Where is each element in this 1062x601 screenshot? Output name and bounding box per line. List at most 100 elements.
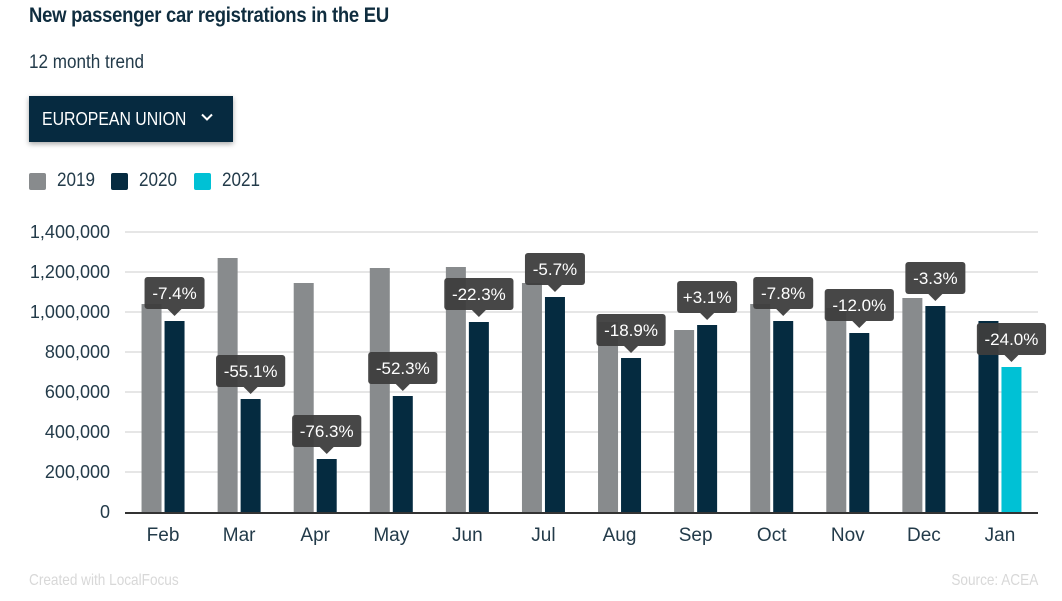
legend-item-2020[interactable]: 2020	[111, 170, 181, 192]
x-tick-label: Nov	[831, 525, 865, 546]
y-tick-label: 1,200,000	[30, 262, 110, 282]
source-note: Source: ACEA	[951, 572, 1038, 589]
x-tick-label: May	[373, 525, 409, 546]
change-label-box	[292, 415, 362, 447]
bar-apr-2019[interactable]	[293, 283, 314, 512]
change-label-pointer	[852, 321, 867, 328]
chart-legend: 2019 2020 2021	[29, 170, 276, 192]
chart-title: New passenger car registrations in the E…	[29, 4, 389, 27]
bar-apr-2020[interactable]	[316, 459, 337, 512]
change-label-pointer	[319, 447, 334, 454]
bar-aug-2019[interactable]	[598, 322, 619, 512]
bar-dec-2020[interactable]	[925, 306, 946, 512]
bar-jun-2019[interactable]	[445, 267, 466, 512]
bar-sep-2020[interactable]	[697, 325, 718, 512]
x-tick-label: Feb	[147, 525, 180, 546]
legend-label-2020: 2020	[139, 170, 178, 191]
change-label-text: -18.9%	[604, 321, 658, 340]
change-label-pointer	[547, 285, 562, 292]
change-labels: -7.4% -55.1% -76.3% -52.3% -22.3% -5.7% -18.9%…	[144, 253, 1047, 454]
change-label: -7.8%	[753, 277, 814, 316]
change-label-box	[368, 352, 438, 384]
chevron-down-icon	[201, 113, 213, 121]
bar-jan-2021[interactable]	[1001, 367, 1022, 512]
bar-jun-2020[interactable]	[468, 322, 489, 512]
change-label: -18.9%	[596, 314, 666, 353]
change-label-text: -76.3%	[300, 422, 354, 441]
y-axis-ticks: 0 200,000 400,000 600,000 800,000 1,000,000 1,…	[30, 222, 110, 522]
change-label-pointer	[776, 309, 791, 316]
legend-label-2019: 2019	[57, 170, 96, 191]
bar-jul-2019[interactable]	[521, 283, 542, 512]
change-label-pointer	[243, 387, 258, 394]
change-label: -24.0%	[976, 323, 1047, 362]
change-label-box	[824, 289, 894, 321]
bar-aug-2020[interactable]	[621, 358, 642, 512]
change-label-text: -7.8%	[761, 284, 805, 303]
y-tick-label: 800,000	[45, 342, 110, 362]
change-label-pointer	[167, 309, 182, 316]
bar-feb-2020[interactable]	[164, 321, 185, 512]
x-tick-label: Jan	[985, 525, 1016, 546]
y-tick-label: 600,000	[45, 382, 110, 402]
change-label-pointer	[1004, 355, 1019, 362]
bar-may-2020[interactable]	[392, 396, 413, 512]
legend-item-2021[interactable]: 2021	[193, 170, 264, 192]
bar-oct-2019[interactable]	[750, 304, 771, 512]
x-tick-label: Apr	[300, 525, 330, 546]
change-label-pointer	[624, 346, 639, 353]
bar-sep-2019[interactable]	[674, 330, 695, 512]
x-tick-label: Mar	[223, 525, 256, 546]
change-label-text: -24.0%	[985, 330, 1039, 349]
bar-nov-2020[interactable]	[849, 333, 870, 512]
change-label-box	[753, 277, 814, 309]
bar-feb-2019[interactable]	[141, 304, 162, 512]
bar-jul-2020[interactable]	[544, 297, 565, 512]
change-label: -5.7%	[524, 253, 585, 292]
change-label-text: +3.1%	[683, 288, 732, 307]
x-tick-label: Jul	[531, 525, 555, 546]
change-label-text: -52.3%	[376, 359, 430, 378]
bar-oct-2020[interactable]	[773, 321, 794, 512]
change-label-box	[144, 277, 205, 309]
change-label-text: -55.1%	[224, 362, 278, 381]
change-label: -22.3%	[444, 278, 514, 317]
change-label: -76.3%	[292, 415, 362, 454]
x-tick-label: Jun	[452, 525, 483, 546]
bar-dec-2019[interactable]	[902, 298, 923, 512]
y-tick-label: 200,000	[45, 462, 110, 482]
credit-link[interactable]: Created with LocalFocus	[29, 572, 179, 589]
change-label-text: -7.4%	[152, 284, 196, 303]
change-label-box	[524, 253, 585, 285]
bar-may-2019[interactable]	[369, 268, 390, 512]
change-label-box	[596, 314, 666, 346]
legend-swatch-2019	[29, 172, 46, 190]
change-label-box	[976, 323, 1047, 355]
change-label-text: -3.3%	[913, 269, 957, 288]
change-label: +3.1%	[677, 281, 738, 320]
change-label: -7.4%	[144, 277, 205, 316]
x-tick-label: Dec	[907, 525, 941, 546]
change-label-pointer	[395, 384, 410, 391]
y-tick-label: 1,400,000	[30, 222, 110, 242]
chart-subtitle: 12 month trend	[29, 52, 145, 73]
legend-label-2021: 2021	[221, 170, 260, 191]
change-label-box	[216, 355, 286, 387]
change-label-box	[444, 278, 514, 310]
change-label-text: -12.0%	[832, 296, 886, 315]
change-label-pointer	[700, 313, 715, 320]
y-tick-label: 400,000	[45, 422, 110, 442]
bar-jan-2020[interactable]	[978, 321, 999, 512]
change-label-box	[905, 262, 966, 294]
legend-item-2019[interactable]: 2019	[29, 170, 99, 192]
change-label-pointer	[928, 294, 943, 301]
bar-mar-2020[interactable]	[240, 399, 261, 512]
change-label-text: -22.3%	[452, 285, 506, 304]
change-label-pointer	[471, 310, 486, 317]
bar-nov-2019[interactable]	[826, 308, 847, 512]
change-label: -55.1%	[216, 355, 286, 394]
region-dropdown[interactable]: EUROPEAN UNION	[29, 96, 233, 142]
x-tick-label: Aug	[603, 525, 637, 546]
y-tick-label: 1,000,000	[30, 302, 110, 322]
